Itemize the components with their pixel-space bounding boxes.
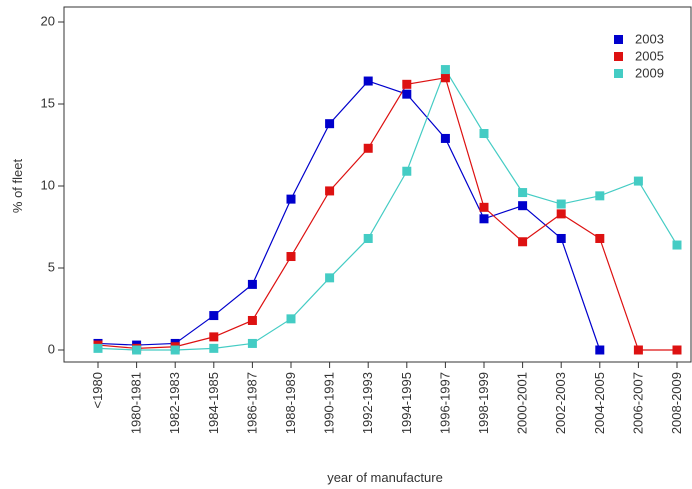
data-point-2009 <box>672 240 682 250</box>
data-point-2005 <box>402 79 412 89</box>
x-tick-label: 1980-1981 <box>129 372 144 434</box>
data-point-2009 <box>595 191 605 201</box>
legend-label-2005: 2005 <box>635 48 664 63</box>
x-tick-label: 1984-1985 <box>206 372 221 434</box>
data-point-2005 <box>518 237 528 247</box>
data-point-2009 <box>132 345 142 355</box>
x-tick-label: 1986-1987 <box>244 372 259 434</box>
data-point-2005 <box>479 202 489 212</box>
legend-label-2009: 2009 <box>635 65 664 80</box>
legend-swatch-2003 <box>614 35 623 44</box>
x-axis-label: year of manufacture <box>327 470 443 485</box>
legend-label-2003: 2003 <box>635 31 664 46</box>
data-point-2009 <box>518 188 528 198</box>
plot-frame <box>63 6 692 363</box>
data-point-2005 <box>209 332 219 342</box>
data-point-2009 <box>247 338 257 348</box>
x-tick-label: 1992-1993 <box>360 372 375 434</box>
y-tick-label: 5 <box>48 259 55 274</box>
data-point-2009 <box>209 343 219 353</box>
data-point-2003 <box>247 279 257 289</box>
plot-area: 0 5 10 15 20 <1980 1980-1981 1982-1983 1984-1985… <box>41 6 692 434</box>
data-point-2005 <box>363 143 373 153</box>
series-line-2005 <box>97 77 677 351</box>
x-tick-label: 2008-2009 <box>669 372 684 434</box>
data-point-2005 <box>325 186 335 196</box>
y-tick-label: 10 <box>41 177 55 192</box>
series-line-2009 <box>97 68 678 351</box>
data-point-2009 <box>286 314 296 324</box>
data-point-2003 <box>479 214 489 224</box>
x-tick-label: 1996-1997 <box>437 372 452 434</box>
data-point-2005 <box>633 345 643 355</box>
data-point-2003 <box>556 233 566 243</box>
x-tick-label: 1994-1995 <box>399 372 414 434</box>
data-point-2003 <box>209 311 219 321</box>
data-point-2005 <box>286 252 296 262</box>
data-point-2005 <box>247 315 257 325</box>
data-point-2009 <box>170 345 180 355</box>
data-point-2003 <box>518 201 528 211</box>
data-point-2005 <box>440 73 450 83</box>
data-point-2003 <box>402 89 412 99</box>
x-tick-label: 1998-1999 <box>476 372 491 434</box>
data-point-2009 <box>363 233 373 243</box>
data-point-2009 <box>440 65 450 75</box>
y-tick-label: 15 <box>41 95 55 110</box>
data-point-2009 <box>556 199 566 209</box>
y-axis-label: % of fleet <box>10 159 25 214</box>
x-tick-label: 2004-2005 <box>592 372 607 434</box>
data-point-2009 <box>402 166 412 176</box>
x-tick-label: 2002-2003 <box>553 372 568 434</box>
data-point-2009 <box>633 176 643 186</box>
x-tick-label: 2000-2001 <box>515 372 530 434</box>
data-point-2009 <box>325 273 335 283</box>
x-tick-label: 2006-2007 <box>630 372 645 434</box>
data-point-2003 <box>595 345 605 355</box>
data-point-2005 <box>595 233 605 243</box>
data-point-2003 <box>363 76 373 86</box>
y-tick-label: 20 <box>41 13 55 28</box>
series-line-2003 <box>97 80 601 351</box>
data-point-2005 <box>556 209 566 219</box>
data-point-2005 <box>672 345 682 355</box>
x-tick-label: <1980 <box>90 372 105 409</box>
x-tick-label: 1988-1989 <box>283 372 298 434</box>
legend-swatch-2009 <box>614 69 623 78</box>
data-point-2003 <box>325 119 335 129</box>
data-point-2009 <box>479 129 489 139</box>
x-tick-label: 1990-1991 <box>322 372 337 434</box>
legend-swatch-2005 <box>614 52 623 61</box>
data-point-2009 <box>93 343 103 353</box>
data-point-2003 <box>440 133 450 143</box>
data-point-2003 <box>286 194 296 204</box>
y-tick-label: 0 <box>48 341 55 356</box>
x-tick-label: 1982-1983 <box>167 372 182 434</box>
